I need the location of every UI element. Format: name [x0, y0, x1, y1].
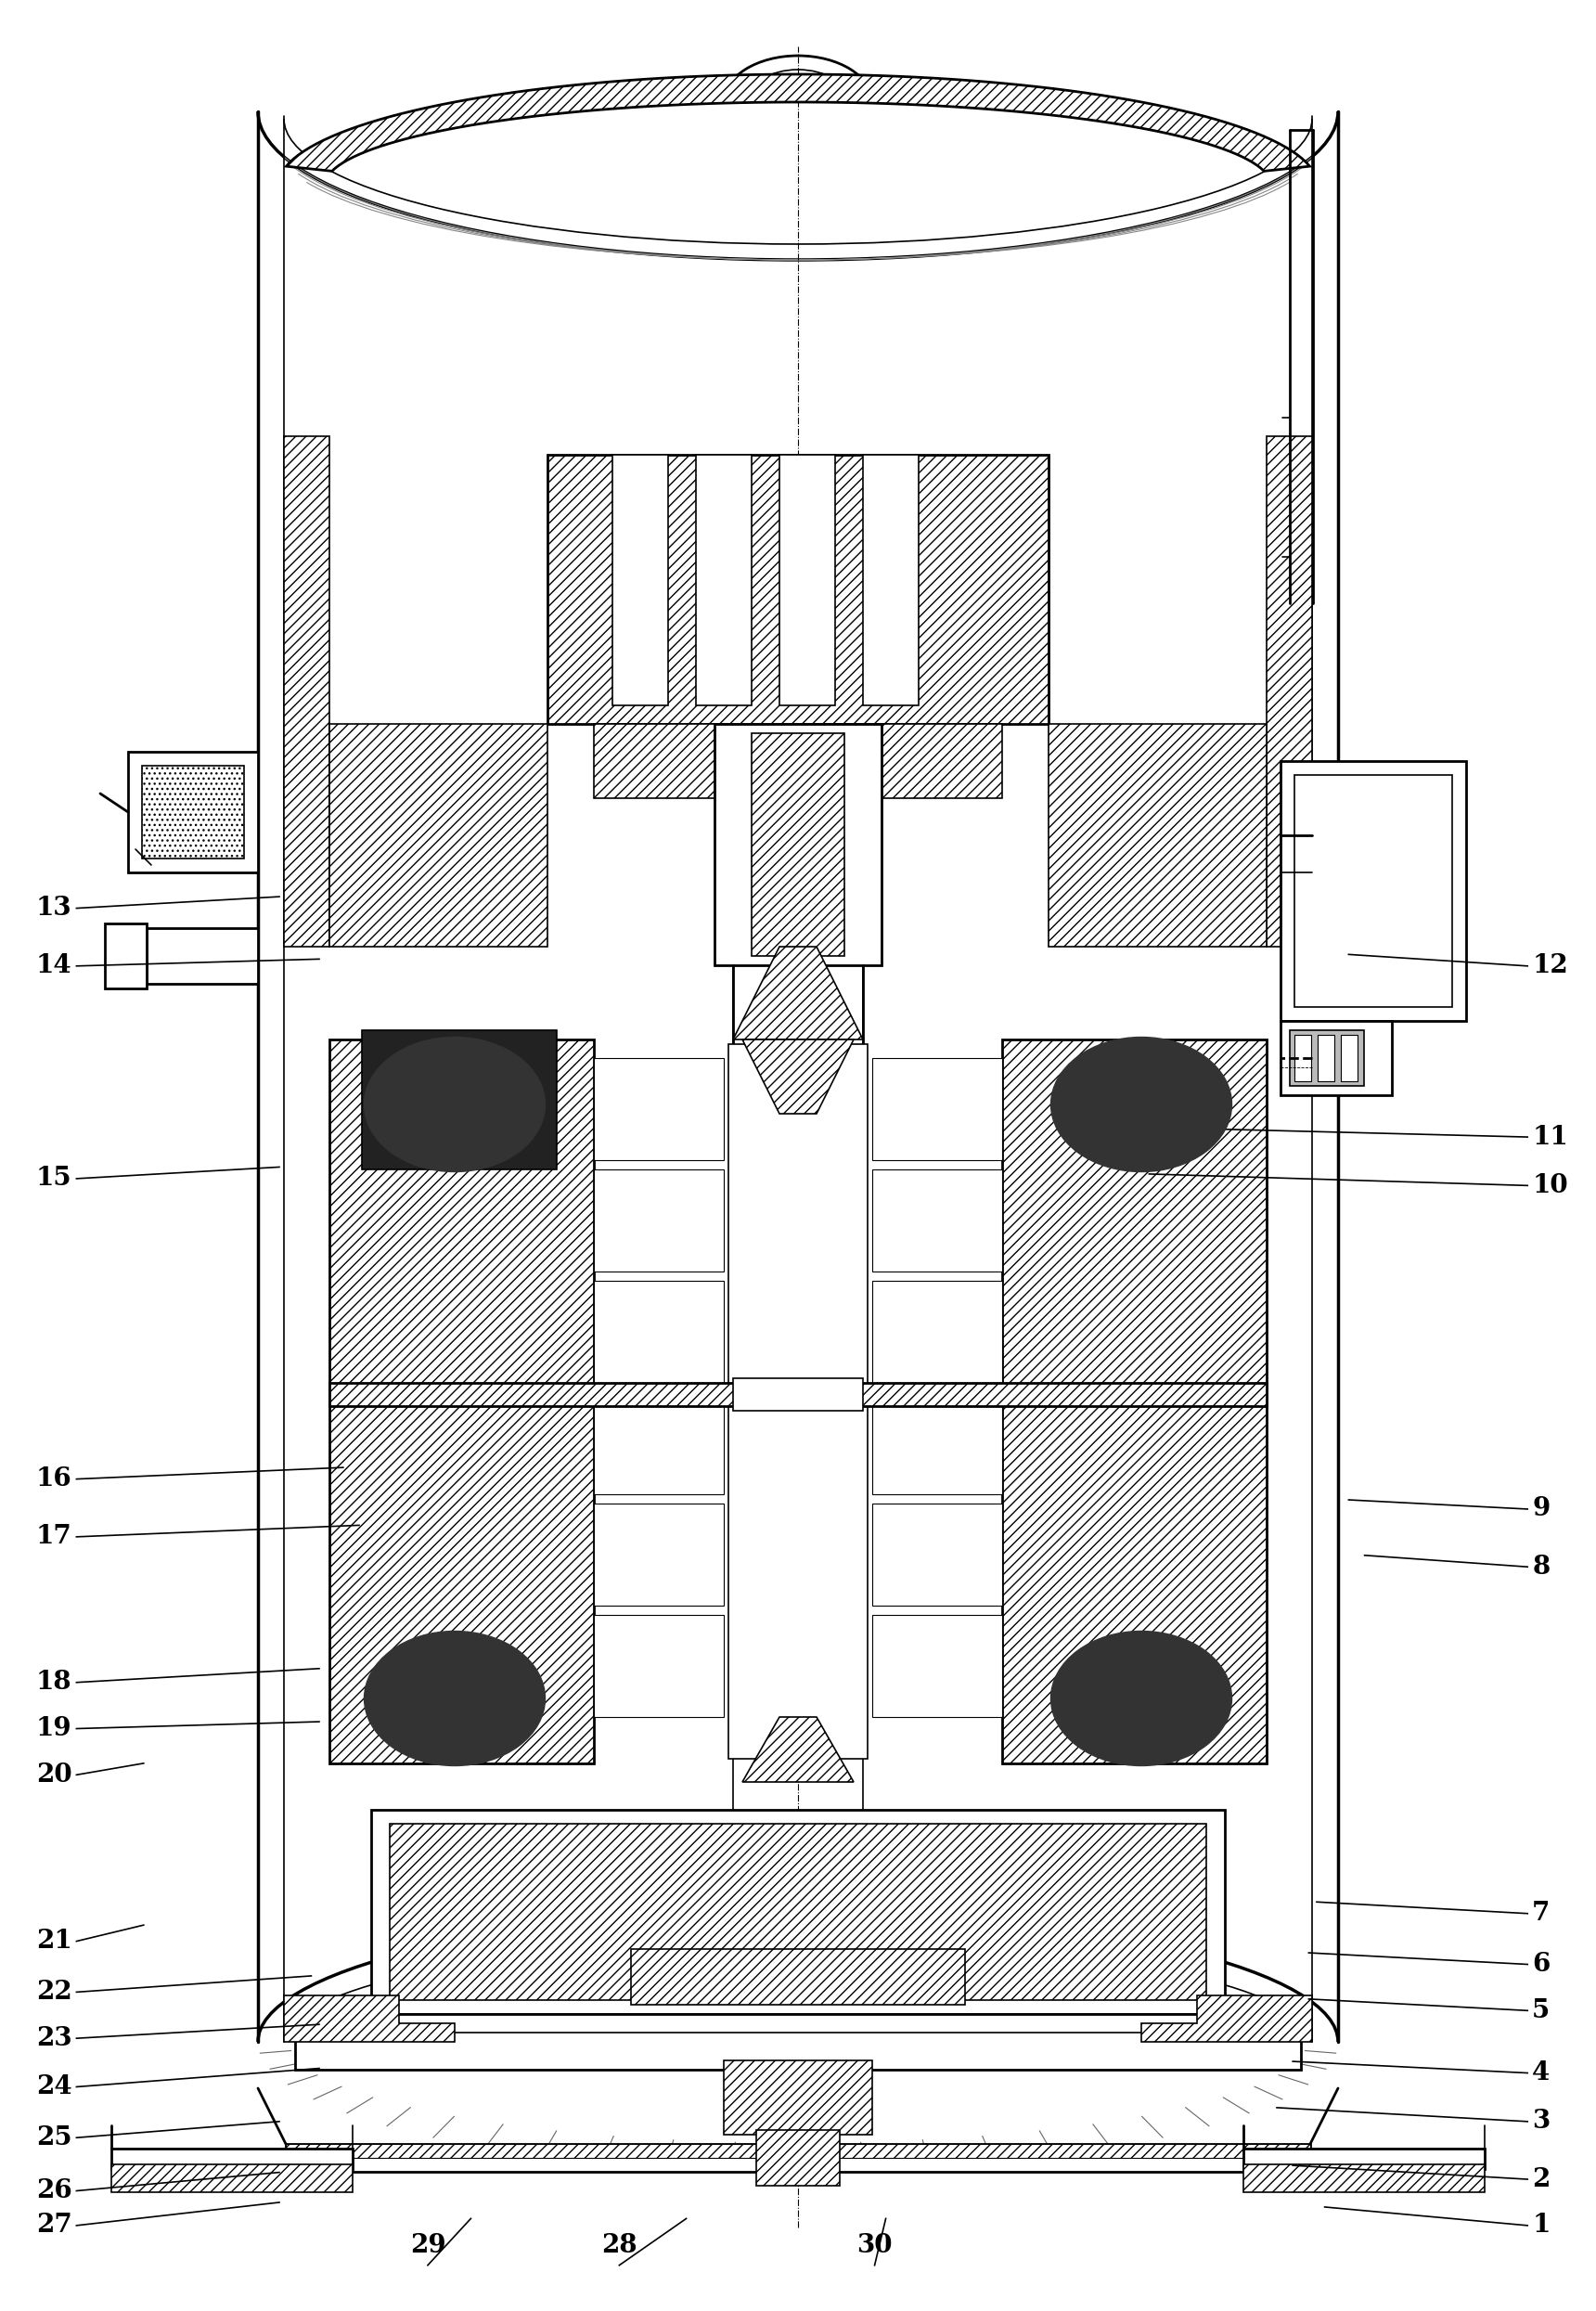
- Text: 16: 16: [35, 1467, 72, 1491]
- Polygon shape: [594, 1169, 723, 1271]
- Polygon shape: [594, 1391, 723, 1495]
- Ellipse shape: [1050, 1038, 1232, 1172]
- Bar: [613, 455, 669, 705]
- Bar: [329, 1040, 594, 1763]
- Bar: [1267, 437, 1312, 948]
- Bar: [142, 765, 244, 857]
- Polygon shape: [873, 1280, 1002, 1382]
- Bar: [372, 1810, 1224, 2013]
- Ellipse shape: [1050, 1632, 1232, 1766]
- Polygon shape: [873, 1615, 1002, 1717]
- Bar: [1243, 2149, 1484, 2170]
- Bar: [779, 455, 835, 705]
- Text: 24: 24: [37, 2075, 72, 2098]
- Bar: [630, 1948, 966, 2004]
- Text: 3: 3: [1532, 2110, 1550, 2133]
- Text: 14: 14: [37, 954, 72, 978]
- Bar: [1280, 760, 1467, 1021]
- Text: 30: 30: [857, 2232, 892, 2258]
- Bar: [329, 723, 547, 948]
- Polygon shape: [742, 1040, 854, 1114]
- Text: 22: 22: [35, 1981, 72, 2004]
- Text: 1: 1: [1532, 2214, 1550, 2237]
- Bar: [286, 2145, 1310, 2158]
- Text: 11: 11: [1532, 1125, 1569, 1149]
- Text: 13: 13: [37, 897, 72, 920]
- Text: 6: 6: [1532, 1953, 1550, 1976]
- Bar: [1243, 2165, 1484, 2193]
- Polygon shape: [284, 1994, 455, 2043]
- Text: 4: 4: [1532, 2061, 1550, 2085]
- Polygon shape: [594, 1504, 723, 1606]
- Bar: [362, 1031, 557, 1169]
- Polygon shape: [873, 1169, 1002, 1271]
- Polygon shape: [742, 1717, 854, 1782]
- Polygon shape: [594, 1058, 723, 1160]
- Polygon shape: [594, 1615, 723, 1717]
- Text: 10: 10: [1532, 1174, 1567, 1197]
- Bar: [1002, 1040, 1267, 1763]
- Polygon shape: [873, 1504, 1002, 1606]
- Bar: [723, 2061, 873, 2135]
- Bar: [733, 1377, 863, 1410]
- Text: 8: 8: [1532, 1555, 1550, 1578]
- Bar: [752, 733, 844, 957]
- Text: 27: 27: [35, 2214, 72, 2237]
- Bar: [105, 924, 147, 989]
- Polygon shape: [873, 1058, 1002, 1160]
- Text: 5: 5: [1532, 1999, 1550, 2022]
- Text: 17: 17: [35, 1525, 72, 1548]
- Bar: [1294, 1035, 1312, 1082]
- Text: 21: 21: [35, 1930, 72, 1953]
- Text: 25: 25: [37, 2126, 72, 2149]
- Text: 9: 9: [1532, 1498, 1550, 1521]
- Bar: [594, 723, 1002, 797]
- Bar: [295, 2013, 1301, 2071]
- Bar: [1290, 1031, 1365, 1086]
- Bar: [1049, 723, 1267, 948]
- Bar: [329, 1382, 1267, 1405]
- Bar: [284, 437, 329, 948]
- Text: 23: 23: [37, 2027, 72, 2050]
- Bar: [1318, 1035, 1334, 1082]
- Polygon shape: [594, 1280, 723, 1382]
- Ellipse shape: [364, 1038, 546, 1172]
- Text: 12: 12: [1532, 954, 1569, 978]
- Text: 20: 20: [37, 1763, 72, 1786]
- Bar: [128, 751, 259, 874]
- Bar: [1294, 774, 1452, 1008]
- Text: 15: 15: [37, 1167, 72, 1190]
- Polygon shape: [1141, 1994, 1312, 2043]
- Bar: [112, 2149, 353, 2170]
- Bar: [863, 455, 919, 705]
- Bar: [389, 1823, 1207, 1999]
- Bar: [696, 455, 752, 705]
- Text: 28: 28: [602, 2232, 637, 2258]
- Text: 7: 7: [1532, 1902, 1550, 1925]
- Ellipse shape: [364, 1632, 546, 1766]
- Text: 19: 19: [37, 1717, 72, 1740]
- Bar: [728, 1045, 868, 1759]
- Bar: [1341, 1035, 1358, 1082]
- Bar: [286, 2145, 1310, 2172]
- Bar: [766, 2052, 830, 2126]
- Text: 2: 2: [1532, 2168, 1550, 2191]
- Bar: [147, 929, 259, 984]
- Polygon shape: [733, 948, 863, 1040]
- Polygon shape: [286, 74, 1310, 171]
- Text: 26: 26: [35, 2179, 72, 2202]
- Polygon shape: [873, 1391, 1002, 1495]
- Text: 29: 29: [410, 2232, 445, 2258]
- Bar: [1280, 1021, 1392, 1095]
- Bar: [715, 723, 881, 966]
- Bar: [757, 2131, 839, 2186]
- Bar: [112, 2165, 353, 2193]
- Text: 18: 18: [37, 1671, 72, 1694]
- Bar: [547, 455, 1049, 723]
